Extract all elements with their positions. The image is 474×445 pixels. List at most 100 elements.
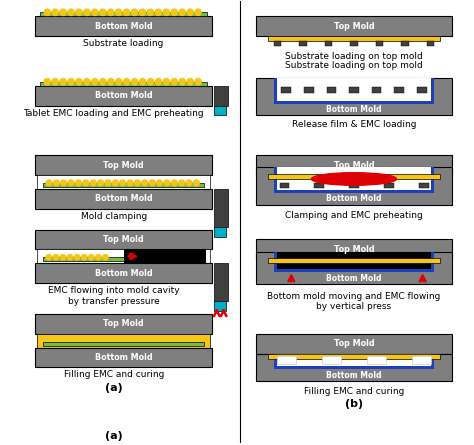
Bar: [43, 257, 204, 261]
Bar: [37, 334, 210, 348]
Circle shape: [84, 79, 90, 85]
Bar: [350, 41, 358, 46]
Circle shape: [68, 79, 74, 85]
Circle shape: [53, 255, 59, 260]
Bar: [40, 12, 207, 16]
Bar: [304, 87, 314, 93]
Bar: [325, 41, 332, 46]
Circle shape: [149, 180, 155, 186]
Circle shape: [44, 9, 50, 16]
Bar: [282, 87, 292, 93]
Bar: [299, 41, 307, 46]
Circle shape: [124, 9, 130, 16]
Circle shape: [84, 9, 90, 16]
Circle shape: [108, 9, 114, 16]
Circle shape: [98, 180, 103, 186]
Bar: [214, 189, 228, 227]
Bar: [280, 183, 289, 188]
Circle shape: [179, 9, 185, 16]
Bar: [43, 342, 204, 346]
Bar: [36, 155, 212, 175]
Circle shape: [131, 79, 138, 85]
Text: Top Mold: Top Mold: [103, 235, 144, 244]
Bar: [276, 167, 431, 190]
Bar: [327, 87, 337, 93]
Bar: [36, 189, 212, 209]
Circle shape: [44, 79, 50, 85]
Circle shape: [179, 180, 184, 186]
Text: Top Mold: Top Mold: [334, 339, 374, 348]
Bar: [40, 82, 207, 86]
Circle shape: [76, 9, 82, 16]
Circle shape: [179, 79, 185, 85]
Circle shape: [52, 9, 58, 16]
Bar: [268, 36, 440, 41]
Text: Top Mold: Top Mold: [334, 161, 374, 170]
Bar: [256, 155, 452, 175]
Text: Top Mold: Top Mold: [103, 320, 144, 328]
Bar: [417, 87, 427, 93]
Bar: [314, 183, 324, 188]
Bar: [375, 41, 383, 46]
Circle shape: [193, 180, 200, 186]
Bar: [124, 249, 206, 263]
Circle shape: [163, 79, 170, 85]
Bar: [36, 230, 212, 249]
Text: Bottom mold moving and EMC flowing
by vertical press: Bottom mold moving and EMC flowing by ve…: [267, 292, 441, 312]
Text: Bottom Mold: Bottom Mold: [326, 194, 382, 203]
Text: Substrate loading on top mold: Substrate loading on top mold: [285, 61, 423, 70]
Bar: [256, 16, 452, 36]
Text: Tablet EMC loading and EMC preheating: Tablet EMC loading and EMC preheating: [24, 109, 204, 117]
Bar: [214, 227, 226, 236]
Bar: [276, 78, 431, 101]
Circle shape: [46, 255, 52, 260]
Circle shape: [46, 180, 52, 186]
Text: Substrate loading: Substrate loading: [83, 39, 164, 48]
Circle shape: [89, 255, 94, 260]
Bar: [37, 249, 210, 263]
Bar: [322, 356, 341, 364]
Text: Filling EMC and curing: Filling EMC and curing: [304, 387, 404, 396]
Circle shape: [155, 79, 162, 85]
Bar: [349, 183, 359, 188]
Circle shape: [100, 9, 106, 16]
Bar: [419, 183, 428, 188]
Circle shape: [124, 79, 130, 85]
Bar: [214, 263, 228, 301]
Circle shape: [171, 9, 177, 16]
Circle shape: [112, 180, 118, 186]
Circle shape: [195, 9, 201, 16]
Circle shape: [68, 180, 74, 186]
Circle shape: [147, 9, 154, 16]
Bar: [273, 354, 434, 369]
Bar: [401, 41, 409, 46]
Circle shape: [82, 255, 87, 260]
Bar: [276, 252, 431, 269]
Bar: [256, 252, 452, 284]
Text: Bottom Mold: Bottom Mold: [95, 269, 153, 278]
Text: Clamping and EMC preheating: Clamping and EMC preheating: [285, 211, 423, 220]
Circle shape: [195, 79, 201, 85]
Bar: [36, 314, 212, 334]
Bar: [36, 263, 212, 283]
Circle shape: [163, 9, 170, 16]
Circle shape: [76, 79, 82, 85]
Circle shape: [60, 9, 66, 16]
Bar: [276, 356, 296, 364]
Text: Mold clamping: Mold clamping: [81, 212, 147, 221]
Bar: [268, 259, 440, 263]
Bar: [394, 87, 404, 93]
Bar: [412, 356, 431, 364]
Text: Bottom Mold: Bottom Mold: [326, 105, 382, 114]
Circle shape: [120, 180, 126, 186]
Bar: [214, 301, 226, 311]
Bar: [256, 167, 452, 205]
Text: Release film & EMC loading: Release film & EMC loading: [292, 121, 416, 129]
Bar: [214, 105, 226, 115]
Bar: [268, 174, 440, 179]
Circle shape: [60, 79, 66, 85]
Circle shape: [100, 79, 106, 85]
Bar: [276, 252, 431, 269]
Circle shape: [92, 79, 98, 85]
Text: Filling EMC and curing: Filling EMC and curing: [64, 370, 164, 380]
